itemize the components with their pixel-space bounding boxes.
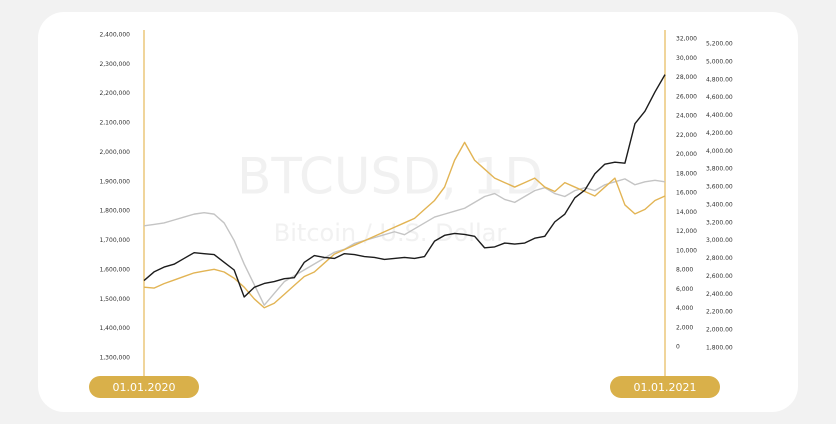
series-line bbox=[143, 141, 666, 309]
tick-label: 3,800.00 bbox=[706, 166, 733, 173]
tick-label: 4,000 bbox=[676, 305, 693, 312]
tick-label: 1,300,000 bbox=[99, 355, 130, 362]
tick-label: 2,400.00 bbox=[706, 291, 733, 298]
tick-label: 28,000 bbox=[676, 74, 697, 81]
tick-label: 4,800.00 bbox=[706, 76, 733, 83]
tick-label: 1,800,000 bbox=[99, 208, 130, 215]
tick-label: 10,000 bbox=[676, 247, 697, 254]
tick-label: 3,000.00 bbox=[706, 237, 733, 244]
tick-label: 5,200.00 bbox=[706, 41, 733, 48]
tick-label: 4,200.00 bbox=[706, 130, 733, 137]
tick-label: 5,000.00 bbox=[706, 58, 733, 65]
tick-label: 20,000 bbox=[676, 151, 697, 158]
series-line bbox=[143, 178, 666, 306]
tick-label: 2,200,000 bbox=[99, 90, 130, 97]
tick-label: 3,400.00 bbox=[706, 201, 733, 208]
tick-label: 2,000,000 bbox=[99, 149, 130, 156]
tick-label: 3,600.00 bbox=[706, 184, 733, 191]
card bbox=[38, 12, 798, 412]
tick-label: 2,600.00 bbox=[706, 273, 733, 280]
tick-label: 24,000 bbox=[676, 113, 697, 120]
date-pill bbox=[610, 376, 720, 398]
date-label: 01.01.2020 bbox=[113, 381, 176, 394]
tick-label: 1,500,000 bbox=[99, 296, 130, 303]
tick-label: 1,900,000 bbox=[99, 178, 130, 185]
tick-label: 12,000 bbox=[676, 228, 697, 235]
tick-label: 1,800.00 bbox=[706, 345, 733, 352]
tick-label: 0 bbox=[676, 344, 680, 351]
tick-label: 1,600,000 bbox=[99, 266, 130, 273]
tick-label: 22,000 bbox=[676, 132, 697, 139]
tick-label: 2,400,000 bbox=[99, 32, 130, 39]
tick-label: 2,800.00 bbox=[706, 255, 733, 262]
tick-label: 3,200.00 bbox=[706, 219, 733, 226]
tick-label: 1,700,000 bbox=[99, 237, 130, 244]
watermark: BTCUSD, 1D bbox=[237, 148, 543, 206]
tick-label: 1,400,000 bbox=[99, 325, 130, 332]
tick-label: 32,000 bbox=[676, 36, 697, 43]
tick-label: 18,000 bbox=[676, 170, 697, 177]
tick-label: 4,600.00 bbox=[706, 94, 733, 101]
date-pill bbox=[89, 376, 199, 398]
tick-label: 26,000 bbox=[676, 93, 697, 100]
series-line bbox=[143, 74, 666, 298]
date-label: 01.01.2021 bbox=[634, 381, 697, 394]
tick-label: 2,000.00 bbox=[706, 327, 733, 334]
tick-label: 2,200.00 bbox=[706, 309, 733, 316]
tick-label: 2,100,000 bbox=[99, 120, 130, 127]
tick-label: 2,300,000 bbox=[99, 61, 130, 68]
tick-label: 8,000 bbox=[676, 267, 693, 274]
tick-label: 16,000 bbox=[676, 190, 697, 197]
tick-label: 30,000 bbox=[676, 55, 697, 62]
tick-label: 4,000.00 bbox=[706, 148, 733, 155]
tick-label: 14,000 bbox=[676, 209, 697, 216]
tick-label: 2,000 bbox=[676, 324, 693, 331]
tick-label: 6,000 bbox=[676, 286, 693, 293]
tick-label: 4,400.00 bbox=[706, 112, 733, 119]
